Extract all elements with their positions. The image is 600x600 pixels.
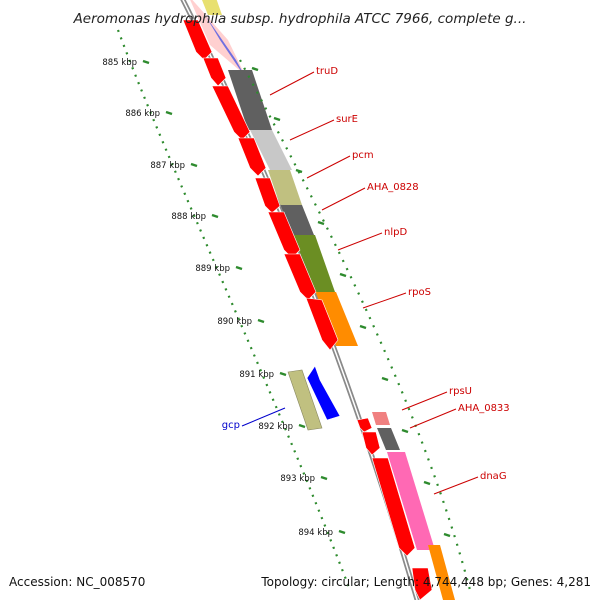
outer-tick-mark	[317, 220, 325, 226]
tick-mark	[235, 265, 243, 271]
tick-mark	[279, 371, 287, 377]
tick-mark	[320, 475, 328, 481]
gc-band-segment	[387, 452, 435, 550]
outer-tick-mark	[443, 532, 451, 538]
gene-label-leader	[289, 119, 335, 141]
gc-band-segment	[268, 170, 302, 205]
gc-band-segment	[314, 292, 358, 346]
gene-label[interactable]: gcp	[222, 420, 240, 431]
tick-mark	[165, 110, 173, 116]
gene-features	[182, 19, 433, 600]
accession-label: Accession: NC_008570	[9, 575, 145, 589]
tick-mark	[142, 59, 150, 65]
gene-label-leader	[337, 232, 383, 251]
tick-mark	[211, 213, 219, 219]
tick-mark	[338, 529, 346, 535]
tick-label: 890 kbp	[217, 317, 252, 327]
gene-label-leader	[433, 476, 479, 495]
gc-band-segment	[250, 130, 292, 170]
gene-label-leader	[321, 187, 366, 211]
gcp-gc-band	[287, 369, 323, 431]
outer-tick-mark	[359, 324, 367, 330]
outer-tick-mark	[295, 168, 303, 174]
gene-label-leader	[362, 292, 407, 309]
tick-label: 889 kbp	[195, 264, 230, 274]
gc-band-segment	[205, 15, 247, 80]
gene-labels: truD surE pcm AHA_0828 nlpD rpoS rpsU AHA_0833d…	[222, 66, 510, 495]
gc-band-segment	[280, 205, 314, 235]
gene-label[interactable]: pcm	[352, 150, 374, 161]
gc-band-segment	[428, 545, 455, 600]
tick-mark	[257, 318, 265, 324]
cds-arrow	[237, 137, 267, 177]
tick-label: 886 kbp	[125, 109, 160, 119]
cds-arrow	[356, 417, 373, 433]
tick-mark	[298, 423, 306, 429]
tick-label: 885 kbp	[102, 58, 137, 68]
gene-label-leader	[269, 71, 315, 96]
gene-label-leader	[409, 408, 457, 429]
cds-arrow	[254, 177, 281, 214]
gene-label-leader	[241, 407, 286, 427]
gene-label[interactable]: surE	[336, 114, 358, 125]
tick-label: 893 kbp	[280, 474, 315, 484]
outer-tick-mark	[273, 116, 281, 122]
outer-tick-mark	[423, 480, 431, 486]
tick-mark	[190, 162, 198, 168]
cds-arrow	[283, 253, 317, 301]
gene-label[interactable]: AHA_0833	[458, 403, 510, 414]
tick-label: 892 kbp	[258, 422, 293, 432]
cds-arrow	[202, 57, 227, 87]
cds-arrow	[182, 19, 213, 61]
cds-arrow	[361, 431, 381, 456]
gcp-cds-arrow	[306, 365, 341, 421]
gene-label[interactable]: dnaG	[480, 471, 507, 482]
gene-label[interactable]: nlpD	[384, 227, 407, 238]
outer-dotted-ring	[239, 59, 472, 591]
gene-label[interactable]: rpsU	[449, 386, 472, 397]
tick-label: 888 kbp	[171, 212, 206, 222]
outer-tick-mark	[339, 272, 347, 278]
map-title: Aeromonas hydrophila subsp. hydrophila A…	[73, 11, 527, 27]
gc-band-segment	[372, 412, 390, 425]
gc-band-segment	[293, 235, 335, 292]
cds-arrow	[371, 457, 416, 557]
cds-arrow	[305, 297, 339, 351]
tick-label: 891 kbp	[239, 370, 274, 380]
cds-arrow	[411, 567, 433, 600]
gene-label-leader	[401, 391, 448, 411]
gene-label[interactable]: AHA_0828	[367, 182, 419, 193]
tick-marks: 885 kbp 886 kbp 887 kbp 888 kbp 889 kbp 890 k…	[102, 58, 451, 538]
cds-arrow	[211, 85, 251, 141]
gene-label-leader	[306, 155, 351, 179]
gc-band-segment	[377, 428, 400, 450]
outer-tick-mark	[401, 428, 409, 434]
topology-label: Topology: circular; Length: 4,744,448 bp…	[260, 575, 591, 589]
gene-label[interactable]: rpoS	[408, 287, 431, 298]
outer-tick-mark	[251, 66, 259, 72]
outer-tick-mark	[381, 376, 389, 382]
tick-label: 887 kbp	[150, 161, 185, 171]
feature-bands	[190, 0, 455, 600]
gc-band-segment	[202, 0, 222, 15]
gene-label[interactable]: truD	[316, 66, 338, 77]
gc-band-segment	[228, 70, 272, 130]
tick-label: 894 kbp	[298, 528, 333, 538]
